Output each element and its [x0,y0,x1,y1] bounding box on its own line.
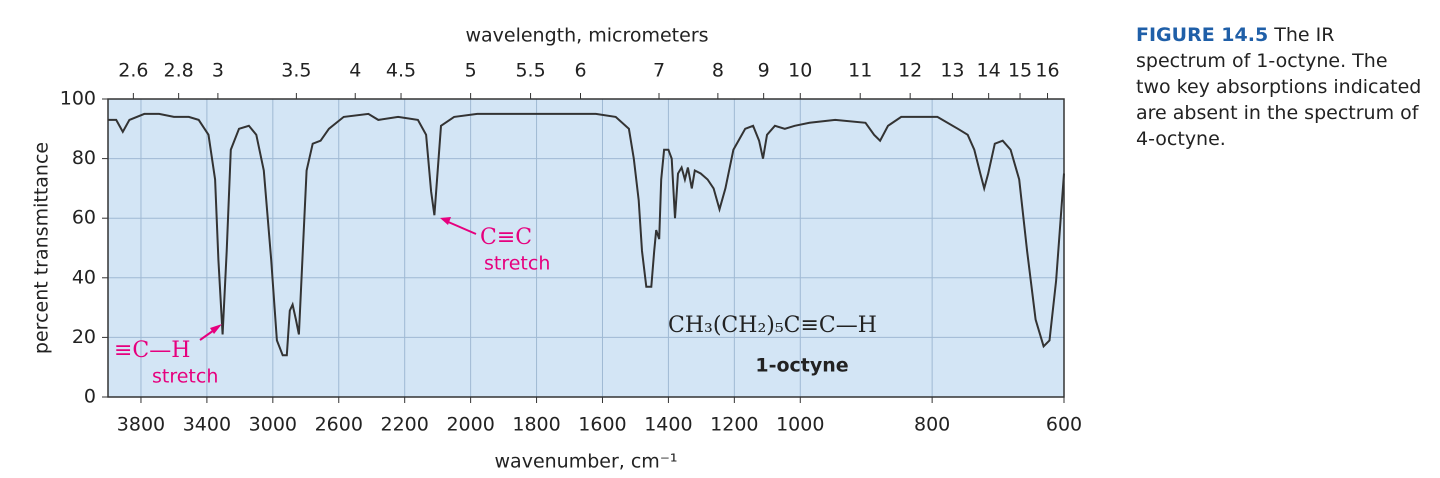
arrowhead [440,217,451,225]
x2-tick-label: 5.5 [515,60,545,82]
y-tick-label: 80 [72,147,96,169]
y-tick-label: 20 [72,326,96,348]
x2-tick-label: 15 [1008,60,1032,82]
x-tick-label: 2600 [315,414,363,436]
x2-tick-label: 13 [940,60,964,82]
x2-tick-label: 10 [788,60,812,82]
x2-tick-label: 6 [574,60,586,82]
x-tick-label: 1200 [710,414,758,436]
x-tick-label: 1400 [644,414,692,436]
x-tick-label: 1800 [512,414,560,436]
x2-tick-label: 12 [898,60,922,82]
x2-tick-label: 2.8 [164,60,194,82]
x2-tick-label: 3.5 [281,60,311,82]
x2-tick-label: 4.5 [386,60,416,82]
x-tick-label: 1600 [578,414,626,436]
x2-tick-label: 11 [848,60,872,82]
x2-tick-label: 5 [465,60,477,82]
plot-frame [107,98,1065,398]
arrow [445,220,477,235]
y-tick-label: 0 [84,386,96,408]
x-tick-label: 3400 [183,414,231,436]
x2-tick-label: 3 [212,60,224,82]
y-tick-label: 60 [72,207,96,229]
y-axis-label: percent transmittance [31,142,53,354]
annotation: stretch [484,253,550,275]
x-tick-label: 800 [914,414,950,436]
spectrum-line [108,112,1065,357]
x2-tick-label: 14 [977,60,1001,82]
x2-tick-label: 4 [349,60,361,82]
compound-name: 1-octyne [755,355,848,377]
x-tick-label: 3800 [117,414,165,436]
caption: FIGURE 14.5 The IR spectrum of 1-octyne.… [1136,22,1426,152]
x-axis-label: wavenumber, cm⁻¹ [495,451,678,473]
annotation: ≡C—H [114,338,190,363]
x-tick-label: 600 [1046,414,1082,436]
x2-tick-label: 8 [712,60,724,82]
x-tick-label: 3000 [249,414,297,436]
x2-tick-label: 7 [653,60,665,82]
annotation: stretch [152,366,218,388]
y-tick-label: 40 [72,266,96,288]
annotation: C≡C [480,225,532,250]
x2-tick-label: 2.6 [118,60,148,82]
plot-background [108,99,1064,397]
chart: wavelength, micrometers wavenumber, cm⁻¹… [31,25,1083,473]
y-tick-label: 100 [60,88,96,110]
x2-tick-label: 16 [1035,60,1059,82]
x-tick-label: 1000 [776,414,824,436]
caption-label: FIGURE 14.5 [1136,24,1269,46]
x-tick-label: 2200 [381,414,429,436]
x2-axis-label: wavelength, micrometers [465,25,708,47]
x2-tick-label: 9 [758,60,770,82]
x-tick-label: 2000 [446,414,494,436]
formula: CH₃(CH₂)₅C≡C—H [668,313,877,338]
arrowhead [210,324,222,334]
caption-text: The IR spectrum of 1-octyne. The two key… [1136,24,1422,150]
